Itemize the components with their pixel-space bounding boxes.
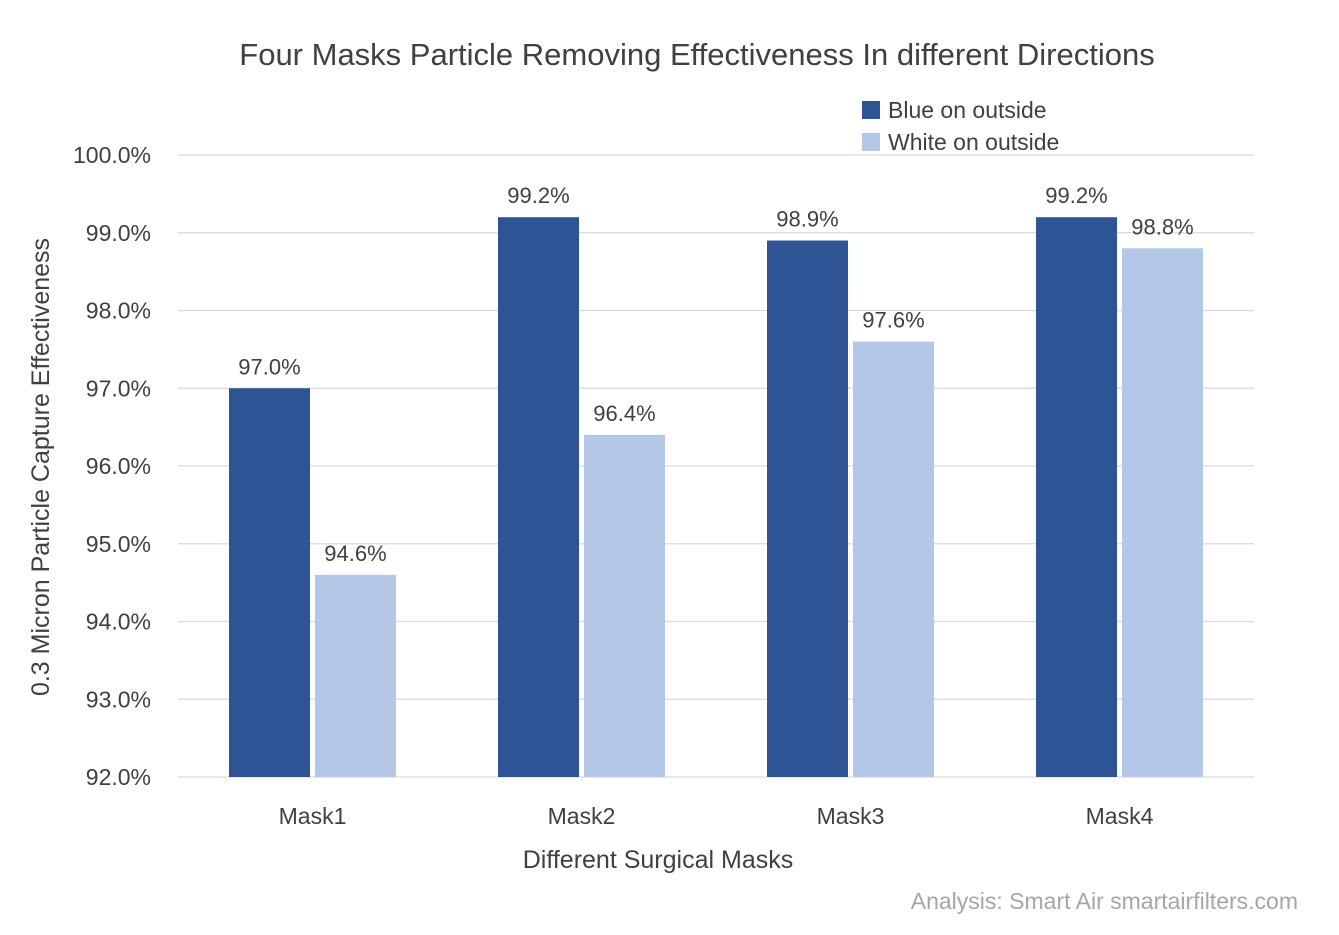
y-axis-ticks: 92.0% 93.0% 94.0% 95.0% 96.0% 97.0% 98.0% 99.0%… — [73, 142, 151, 790]
y-tick-label: 93.0% — [86, 686, 151, 712]
y-tick-label: 99.0% — [86, 220, 151, 246]
data-label: 98.9% — [776, 207, 838, 232]
bars — [229, 217, 1203, 778]
bar-mask3-series-1 — [767, 240, 848, 777]
y-tick-label: 100.0% — [73, 142, 151, 168]
x-category-label: Mask3 — [817, 803, 885, 829]
bar-mask4-series-2 — [1122, 248, 1203, 778]
legend-label-blue-on-outside: Blue on outside — [888, 97, 1047, 123]
credit-text: Analysis: Smart Air smartairfilters.com — [911, 888, 1298, 914]
data-label: 94.6% — [324, 541, 386, 566]
bar-mask2-series-2 — [584, 434, 665, 777]
data-label: 99.2% — [507, 183, 569, 208]
legend-swatch-white-on-outside — [862, 133, 880, 151]
bar-mask4-series-1 — [1036, 217, 1117, 777]
bar-mask1-series-2 — [315, 574, 396, 777]
y-tick-label: 97.0% — [86, 375, 151, 401]
legend: Blue on outside White on outside — [862, 97, 1059, 155]
y-tick-label: 95.0% — [86, 531, 151, 557]
data-labels: 97.0% 94.6% 99.2% 96.4% 98.9% 97.6% 99.2% 98.8% — [238, 183, 1193, 566]
x-axis-title: Different Surgical Masks — [523, 846, 793, 874]
data-label: 97.6% — [862, 308, 924, 333]
data-label: 99.2% — [1045, 183, 1107, 208]
y-tick-label: 98.0% — [86, 298, 151, 324]
x-category-label: Mask2 — [548, 803, 616, 829]
y-tick-label: 94.0% — [86, 609, 151, 635]
bar-mask1-series-1 — [229, 388, 310, 777]
x-axis-categories: Mask1 Mask2 Mask3 Mask4 — [279, 803, 1154, 829]
data-label: 97.0% — [238, 354, 300, 379]
legend-label-white-on-outside: White on outside — [888, 129, 1059, 155]
bar-mask2-series-1 — [498, 217, 579, 777]
data-label: 98.8% — [1131, 214, 1193, 239]
bar-mask3-series-2 — [853, 341, 934, 777]
legend-swatch-blue-on-outside — [862, 101, 880, 119]
data-label: 96.4% — [593, 401, 655, 426]
x-category-label: Mask1 — [279, 803, 347, 829]
chart-title: Four Masks Particle Removing Effectivene… — [239, 37, 1154, 72]
x-category-label: Mask4 — [1086, 803, 1154, 829]
y-tick-label: 92.0% — [86, 764, 151, 790]
y-tick-label: 96.0% — [86, 453, 151, 479]
y-axis-title: 0.3 Micron Particle Capture Effectivenes… — [27, 238, 55, 696]
